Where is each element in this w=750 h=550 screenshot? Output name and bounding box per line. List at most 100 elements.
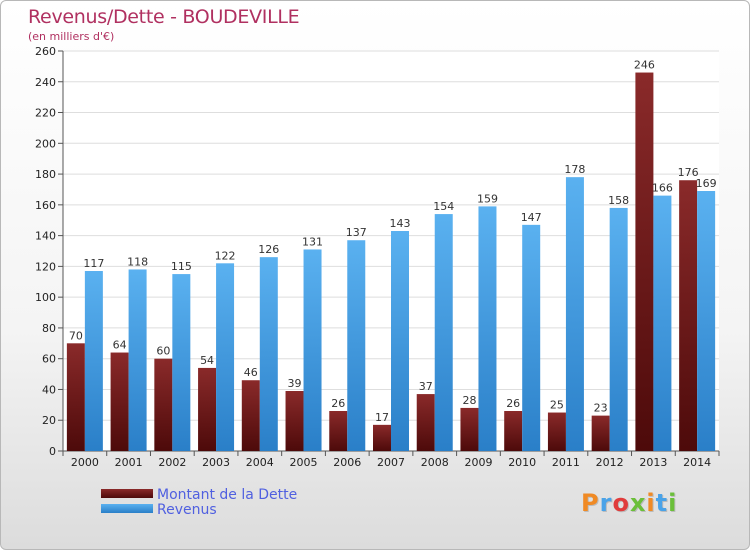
bar-dette [504,411,523,451]
x-tick-label: 2010 [508,456,536,469]
x-tick-label: 2003 [202,456,230,469]
data-label: 154 [433,200,454,213]
data-label: 28 [462,394,476,407]
bar-revenus [216,263,235,451]
logo-letter: o [612,489,630,517]
data-label: 166 [652,182,673,195]
proxiti-logo: Proxiti [581,489,677,517]
legend-label-revenus: Revenus [157,502,217,518]
y-tick-label: 20 [42,414,56,427]
y-tick-label: 200 [35,137,56,150]
x-tick-label: 2004 [246,456,274,469]
logo-letter: r [599,489,613,517]
data-labels: 70 117 64 118 60 115 54 122 46 126 39 131 26 137 17 143… [69,59,717,424]
bar-dette [110,352,129,451]
bar-revenus [391,231,409,451]
bar-revenus [434,214,453,451]
data-label: 143 [390,217,411,230]
bar-revenus [303,249,322,451]
data-label: 178 [564,163,585,176]
bar-revenus [697,191,716,451]
x-tick-label: 2013 [639,456,667,469]
data-label: 131 [302,235,323,248]
bar-revenus [522,224,541,451]
bar-dette [329,411,348,451]
y-tick-label: 220 [35,107,56,120]
logo-letter: t [655,489,669,517]
y-tick-label: 40 [42,383,56,396]
data-label: 169 [696,177,717,190]
data-label: 70 [69,329,83,342]
legend-swatch-dette [101,489,153,498]
data-label: 25 [550,399,564,412]
logo-letter: x [629,489,647,517]
x-tick-label: 2008 [421,456,449,469]
y-tick-label: 160 [35,199,56,212]
bar-revenus [653,195,672,451]
bar-dette [154,358,173,451]
x-tick-label: 2012 [596,456,624,469]
y-tick-label: 0 [49,445,56,458]
y-tick-label: 60 [42,353,56,366]
y-tick-label: 120 [35,260,56,273]
bar-dette [635,72,654,452]
data-label: 46 [244,366,258,379]
data-label: 37 [419,380,433,393]
chart-title: Revenus/Dette - BOUDEVILLE [28,6,300,28]
bar-revenus [259,257,278,451]
y-tick-label: 260 [35,45,56,58]
data-label: 159 [477,192,498,205]
bar-dette [198,367,217,451]
data-label: 246 [634,59,655,72]
data-label: 118 [127,255,148,268]
x-tick-label: 2000 [71,456,99,469]
y-tick-label: 100 [35,291,56,304]
bar-dette [679,180,698,451]
bar-revenus [347,240,366,451]
y-tick-label: 240 [35,76,56,89]
chart-subtitle: (en milliers d'€) [28,30,115,43]
x-tick-label: 2006 [333,456,361,469]
bar-dette [591,415,610,451]
legend-swatch-revenus [101,504,153,513]
bar-dette [285,391,304,451]
bar-dette [241,380,260,451]
x-tick-label: 2007 [377,456,405,469]
legend-label-dette: Montant de la Dette [157,487,297,503]
data-label: 17 [375,411,389,424]
data-label: 115 [171,260,192,273]
x-tick-label: 2001 [115,456,143,469]
bar-dette [373,424,391,451]
data-label: 176 [678,166,699,179]
data-label: 39 [288,377,302,390]
x-tick-label: 2014 [683,456,711,469]
x-tick-label: 2005 [290,456,318,469]
logo-letter: i [646,489,656,517]
data-label: 158 [608,194,629,207]
bar-revenus [128,269,147,451]
logo-letter: P [581,489,600,517]
bar-revenus [609,207,628,451]
bar-dette [460,407,479,451]
bars [66,72,716,452]
bar-dette [547,412,566,451]
data-label: 64 [113,339,127,352]
data-label: 26 [331,397,345,410]
bar-revenus [172,274,191,451]
x-tick-label: 2009 [464,456,492,469]
data-label: 60 [156,345,170,358]
bar-dette [416,394,435,451]
y-tick-label: 180 [35,168,56,181]
data-label: 117 [83,257,104,270]
data-label: 126 [258,243,279,256]
data-label: 23 [594,402,608,415]
x-tick-label: 2011 [552,456,580,469]
logo-letter: i [668,489,678,517]
data-label: 137 [346,226,367,239]
data-label: 54 [200,354,214,367]
bar-revenus [565,177,584,451]
data-label: 26 [506,397,520,410]
